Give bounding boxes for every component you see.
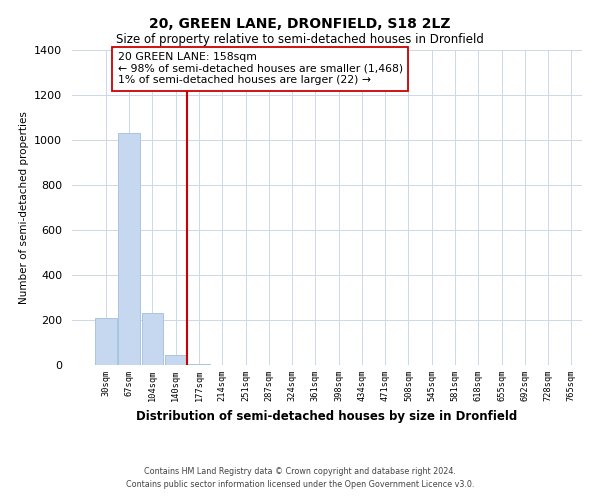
Bar: [188, 364, 209, 365]
Text: 20 GREEN LANE: 158sqm
← 98% of semi-detached houses are smaller (1,468)
1% of se: 20 GREEN LANE: 158sqm ← 98% of semi-deta…: [118, 52, 403, 86]
Bar: [95, 318, 116, 365]
Text: Contains HM Land Registry data © Crown copyright and database right 2024.
Contai: Contains HM Land Registry data © Crown c…: [126, 468, 474, 489]
Text: 20, GREEN LANE, DRONFIELD, S18 2LZ: 20, GREEN LANE, DRONFIELD, S18 2LZ: [149, 18, 451, 32]
Bar: [142, 313, 163, 365]
Y-axis label: Number of semi-detached properties: Number of semi-detached properties: [19, 111, 29, 304]
Text: Size of property relative to semi-detached houses in Dronfield: Size of property relative to semi-detach…: [116, 32, 484, 46]
Bar: [165, 355, 187, 365]
Bar: [118, 133, 140, 365]
X-axis label: Distribution of semi-detached houses by size in Dronfield: Distribution of semi-detached houses by …: [136, 410, 518, 422]
